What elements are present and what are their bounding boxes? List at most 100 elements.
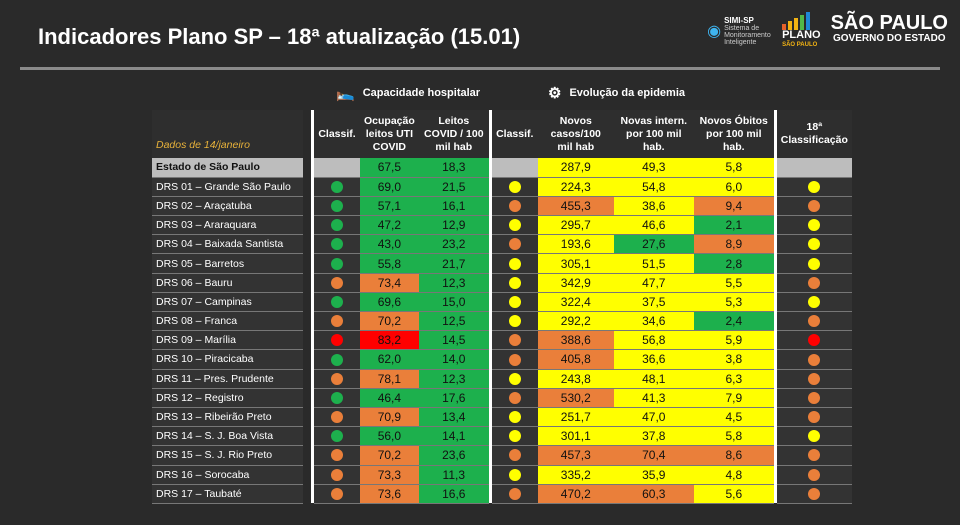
classif2-dot <box>491 349 538 370</box>
plano-logo: PLANO SÃO PAULO <box>782 12 821 50</box>
status-dot-icon <box>808 449 821 462</box>
intern-value: 47,7 <box>613 273 694 293</box>
logos: ◉ SIMI-SP Sistema de Monitoramento Inteli… <box>707 12 948 50</box>
status-dot-icon <box>331 487 343 500</box>
obitos-value: 6,0 <box>693 177 774 197</box>
status-dot-icon <box>331 180 343 193</box>
table-row: DRS 15 – S. J. Rio Preto 70,2 23,6 457,3 70,… <box>152 445 852 466</box>
status-dot-icon <box>331 391 343 404</box>
casos-value: 305,1 <box>537 253 614 274</box>
status-dot-icon <box>808 257 821 270</box>
leitos-value: 14,0 <box>418 349 489 370</box>
classif2-dot <box>491 484 538 504</box>
status-dot-icon <box>508 353 521 366</box>
region-name: DRS 06 – Bauru <box>152 273 303 293</box>
intern-value: 60,3 <box>613 484 694 504</box>
classif2-dot <box>491 388 538 408</box>
table-row: DRS 06 – Bauru 73,4 12,3 342,9 47,7 5,5 <box>152 273 852 293</box>
section-hospital: 🛌 Capacidade hospitalar <box>336 84 480 102</box>
leitos-value: 18,3 <box>418 158 489 178</box>
uti-value: 67,5 <box>360 158 419 178</box>
status-dot-icon <box>331 315 343 328</box>
status-dot-icon <box>808 372 821 385</box>
region-name: DRS 14 – S. J. Boa Vista <box>152 426 303 447</box>
obitos-value: 9,4 <box>693 196 774 217</box>
region-name: DRS 17 – Taubaté <box>152 484 303 504</box>
status-dot-icon <box>331 449 343 462</box>
simi-logo-text: SIMI-SP <box>724 16 754 25</box>
final-classification-dot <box>776 311 852 332</box>
region-name: DRS 12 – Registro <box>152 388 303 408</box>
status-dot-icon <box>508 468 521 481</box>
classif2-dot <box>491 465 538 485</box>
casos-value: 388,6 <box>537 330 614 351</box>
uti-value: 46,4 <box>360 388 419 408</box>
region-name: DRS 07 – Campinas <box>152 292 303 313</box>
leitos-value: 21,7 <box>418 253 489 274</box>
status-dot-icon <box>331 200 343 213</box>
uti-value: 70,2 <box>360 311 419 332</box>
final-classification-dot <box>776 388 852 408</box>
status-dot-icon <box>508 180 521 193</box>
region-name: DRS 08 – Franca <box>152 311 303 332</box>
status-dot-icon <box>508 219 521 232</box>
status-dot-icon <box>508 276 521 289</box>
region-name: DRS 02 – Araçatuba <box>152 196 303 217</box>
page-title: Indicadores Plano SP – 18ª atualização (… <box>38 24 521 49</box>
final-classification-dot <box>776 215 852 236</box>
leitos-value: 23,2 <box>418 234 489 255</box>
leitos-value: 12,3 <box>418 369 489 389</box>
status-dot-icon <box>508 372 521 385</box>
status-dot-icon <box>331 276 343 289</box>
final-classification-dot <box>776 445 852 466</box>
obitos-value: 5,9 <box>693 330 774 351</box>
table-row: DRS 09 – Marília 83,2 14,5 388,6 56,8 5,9 <box>152 330 852 351</box>
intern-value: 54,8 <box>613 177 694 197</box>
uti-value: 70,2 <box>360 445 419 466</box>
table-header: Dados de 14/janeiro Classif. Ocupação le… <box>152 110 852 158</box>
classif2-dot <box>491 407 538 428</box>
final-classification-dot <box>776 330 852 351</box>
classif1-dot <box>314 369 360 389</box>
classif1-dot <box>314 273 360 293</box>
status-dot-icon <box>331 257 343 270</box>
uti-value: 56,0 <box>360 426 419 447</box>
classif2-dot <box>491 273 538 293</box>
intern-value: 36,6 <box>613 349 694 370</box>
status-dot-icon <box>508 315 521 328</box>
intern-value: 56,8 <box>613 330 694 351</box>
casos-value: 243,8 <box>537 369 614 389</box>
status-dot-icon <box>508 295 521 308</box>
status-dot-icon <box>808 430 821 443</box>
leitos-value: 12,5 <box>418 311 489 332</box>
leitos-value: 12,9 <box>418 215 489 236</box>
virus-icon: ⚙ <box>548 85 562 102</box>
final-classification-dot <box>776 234 852 255</box>
simi-logo-sub: Sistema de Monitoramento Inteligente <box>724 25 771 46</box>
final-classification-dot <box>776 196 852 217</box>
col-casos: Novos casos/100 mil hab <box>537 110 614 158</box>
section-epidemia: ⚙ Evolução da epidemia <box>548 84 685 102</box>
region-name: DRS 10 – Piracicaba <box>152 349 303 370</box>
status-dot-icon <box>331 219 343 232</box>
classif1-dot <box>314 253 360 274</box>
obitos-value: 5,8 <box>693 426 774 447</box>
status-dot-icon <box>331 468 343 481</box>
final-classification-dot <box>776 484 852 504</box>
uti-value: 69,0 <box>360 177 419 197</box>
table-row: DRS 04 – Baixada Santista 43,0 23,2 193,6 27… <box>152 234 852 255</box>
casos-value: 287,9 <box>537 158 614 178</box>
status-dot-icon <box>508 449 521 462</box>
intern-value: 35,9 <box>613 465 694 485</box>
uti-value: 62,0 <box>360 349 419 370</box>
obitos-value: 8,6 <box>693 445 774 466</box>
status-dot-icon <box>508 487 521 500</box>
obitos-value: 2,4 <box>693 311 774 332</box>
uti-value: 73,4 <box>360 273 419 293</box>
intern-value: 48,1 <box>613 369 694 389</box>
intern-value: 38,6 <box>613 196 694 217</box>
status-dot-icon <box>808 180 821 193</box>
casos-value: 193,6 <box>537 234 614 255</box>
casos-value: 224,3 <box>537 177 614 197</box>
status-dot-icon <box>331 430 343 443</box>
